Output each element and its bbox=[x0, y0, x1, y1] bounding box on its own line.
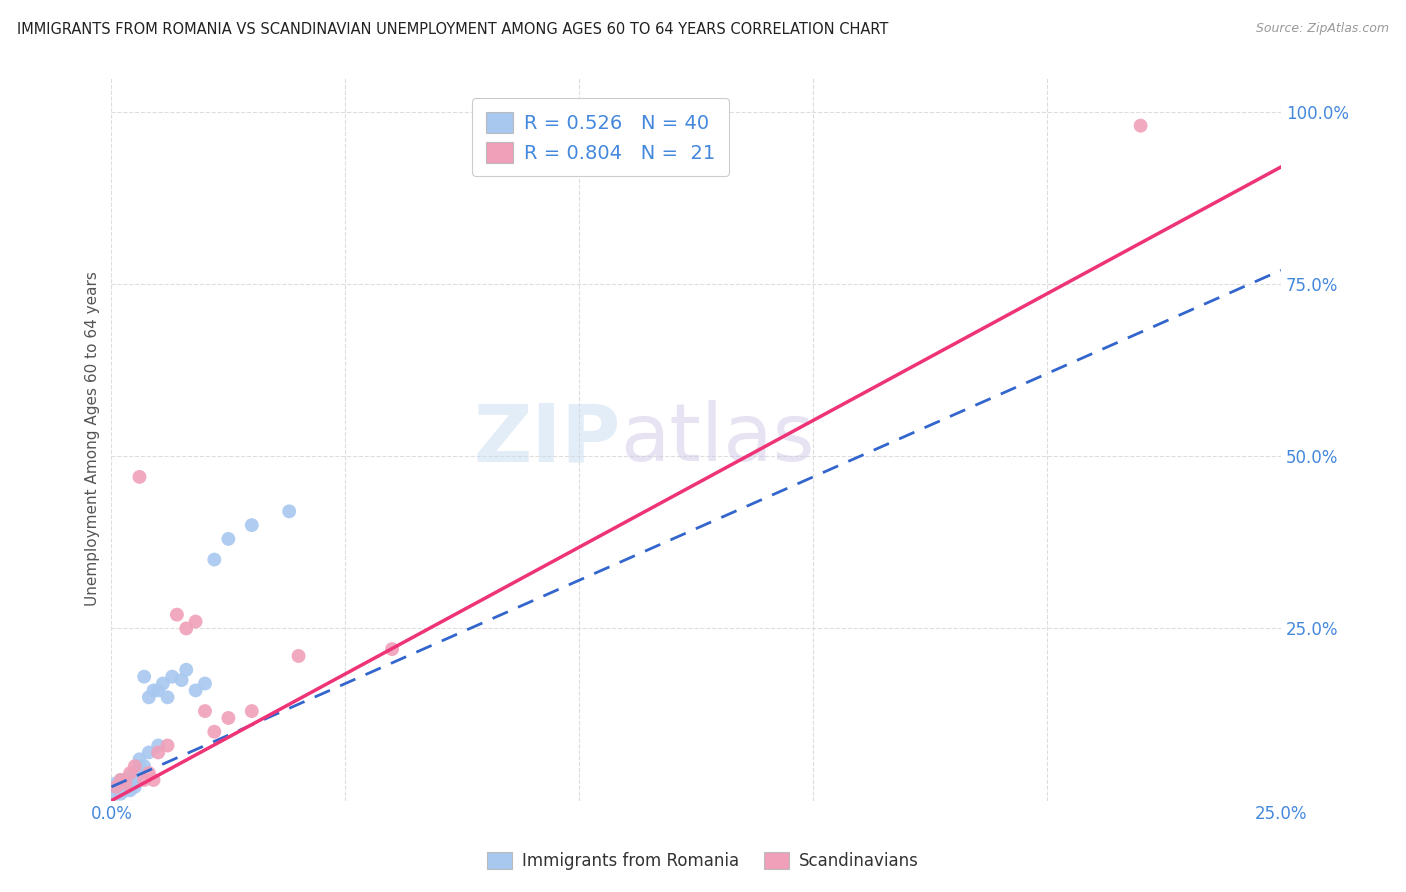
Point bbox=[170, 673, 193, 687]
Point bbox=[114, 776, 136, 790]
Point bbox=[110, 772, 132, 787]
Point bbox=[110, 787, 132, 801]
Point bbox=[174, 622, 197, 636]
Point bbox=[138, 766, 160, 780]
Point bbox=[114, 772, 136, 787]
Point bbox=[156, 690, 179, 705]
Point bbox=[124, 772, 146, 787]
Point bbox=[114, 780, 136, 794]
Point bbox=[217, 532, 239, 546]
Point bbox=[114, 776, 136, 790]
Point bbox=[120, 776, 142, 790]
Point bbox=[202, 724, 225, 739]
Point bbox=[240, 704, 263, 718]
Point bbox=[240, 518, 263, 533]
Point bbox=[138, 690, 160, 705]
Point bbox=[148, 739, 170, 753]
Point bbox=[160, 670, 183, 684]
Point bbox=[110, 783, 132, 797]
Point bbox=[184, 683, 207, 698]
Point bbox=[110, 780, 132, 794]
Point bbox=[128, 759, 150, 773]
Point bbox=[124, 766, 146, 780]
Point bbox=[174, 663, 197, 677]
Point bbox=[110, 780, 132, 794]
Point bbox=[156, 739, 179, 753]
Point bbox=[217, 711, 239, 725]
Y-axis label: Unemployment Among Ages 60 to 64 years: Unemployment Among Ages 60 to 64 years bbox=[86, 271, 100, 607]
Point bbox=[287, 648, 309, 663]
Point bbox=[134, 772, 156, 787]
Point bbox=[114, 783, 136, 797]
Point bbox=[105, 780, 128, 794]
Point bbox=[110, 772, 132, 787]
Text: atlas: atlas bbox=[620, 400, 814, 478]
Point bbox=[1129, 119, 1152, 133]
Point bbox=[148, 746, 170, 760]
Point bbox=[120, 780, 142, 794]
Point bbox=[381, 642, 404, 657]
Text: IMMIGRANTS FROM ROMANIA VS SCANDINAVIAN UNEMPLOYMENT AMONG AGES 60 TO 64 YEARS C: IMMIGRANTS FROM ROMANIA VS SCANDINAVIAN … bbox=[17, 22, 889, 37]
Point bbox=[152, 676, 174, 690]
Point bbox=[105, 776, 128, 790]
Point bbox=[134, 759, 156, 773]
Point bbox=[120, 770, 142, 784]
Point bbox=[124, 780, 146, 794]
Point bbox=[202, 552, 225, 566]
Point bbox=[128, 766, 150, 780]
Text: Source: ZipAtlas.com: Source: ZipAtlas.com bbox=[1256, 22, 1389, 36]
Point bbox=[148, 683, 170, 698]
Point bbox=[184, 615, 207, 629]
Point bbox=[105, 780, 128, 794]
Point bbox=[128, 752, 150, 766]
Point bbox=[278, 504, 301, 518]
Point bbox=[138, 746, 160, 760]
Point bbox=[142, 683, 165, 698]
Point bbox=[194, 676, 217, 690]
Point bbox=[134, 670, 156, 684]
Point bbox=[166, 607, 188, 622]
Point bbox=[194, 704, 217, 718]
Text: ZIP: ZIP bbox=[472, 400, 620, 478]
Point bbox=[120, 783, 142, 797]
Point bbox=[128, 470, 150, 484]
Point bbox=[124, 759, 146, 773]
Legend: R = 0.526   N = 40, R = 0.804   N =  21: R = 0.526 N = 40, R = 0.804 N = 21 bbox=[472, 98, 730, 177]
Point bbox=[105, 787, 128, 801]
Legend: Immigrants from Romania, Scandinavians: Immigrants from Romania, Scandinavians bbox=[481, 845, 925, 877]
Point bbox=[120, 766, 142, 780]
Point bbox=[142, 772, 165, 787]
